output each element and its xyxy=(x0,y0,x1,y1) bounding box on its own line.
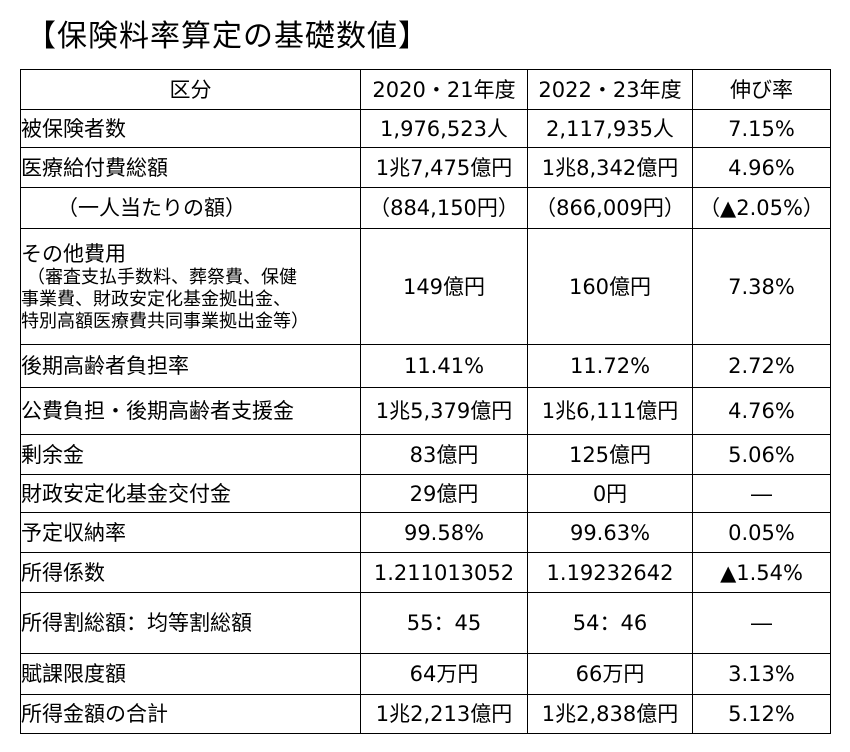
value-fy2022-23: 2,117,935人 xyxy=(527,109,693,148)
value-fy2022-23: 1兆2,838億円 xyxy=(527,694,693,734)
header-category: 区分 xyxy=(20,69,361,110)
row-label-other-costs: その他費用 （審査支払手数料、葬祭費、保健 事業費、財政安定化基金拠出金、 特別… xyxy=(20,228,361,345)
value-fy2022-23: 66万円 xyxy=(527,653,693,695)
value-fy2020-21: 64万円 xyxy=(360,653,528,695)
value-fy2022-23: 160億円 xyxy=(527,228,693,345)
table-row: 被保険者数 1,976,523人 2,117,935人 7.15% xyxy=(20,109,831,148)
value-fy2022-23: 125億円 xyxy=(527,434,693,475)
value-fy2020-21: （884,150円） xyxy=(360,187,528,229)
value-fy2022-23: 0円 xyxy=(527,474,693,513)
row-label: その他費用 xyxy=(21,241,127,266)
value-fy2020-21: 83億円 xyxy=(360,434,528,475)
value-fy2020-21: 1,976,523人 xyxy=(360,109,528,148)
table-row: 公費負担・後期高齢者支援金 1兆5,379億円 1兆6,111億円 4.76% xyxy=(20,387,831,435)
table-row: 予定収納率 99.58% 99.63% 0.05% xyxy=(20,512,831,553)
value-fy2022-23: 1兆6,111億円 xyxy=(527,387,693,435)
header-growth-rate: 伸び率 xyxy=(692,69,831,110)
value-growth-rate: ― xyxy=(692,474,831,513)
value-growth-rate: 4.96% xyxy=(692,147,831,188)
row-label: 医療給付費総額 xyxy=(20,147,361,188)
row-label: 所得係数 xyxy=(20,552,361,593)
value-fy2020-21: 55：45 xyxy=(360,592,528,654)
page-title: 【保険料率算定の基礎数値】 xyxy=(26,19,429,54)
value-growth-rate: 7.38% xyxy=(692,228,831,345)
row-sublabel: （審査支払手数料、葬祭費、保健 xyxy=(27,266,297,288)
row-label: 後期高齢者負担率 xyxy=(20,344,361,388)
row-sublabel: 特別高額医療費共同事業拠出金等） xyxy=(21,310,310,332)
value-fy2022-23: 54：46 xyxy=(527,592,693,654)
value-fy2020-21: 11.41% xyxy=(360,344,528,388)
row-label: 所得割総額：均等割総額 xyxy=(20,592,361,654)
table-row: 賦課限度額 64万円 66万円 3.13% xyxy=(20,653,831,695)
row-label: 被保険者数 xyxy=(20,109,361,148)
value-fy2022-23: 1.19232642 xyxy=(527,552,693,593)
value-growth-rate: 2.72% xyxy=(692,344,831,388)
row-label: 予定収納率 xyxy=(20,512,361,553)
value-fy2020-21: 149億円 xyxy=(360,228,528,345)
rate-basis-table: 区分 2020・21年度 2022・23年度 伸び率 被保険者数 1,976,5… xyxy=(20,69,831,734)
value-growth-rate: 4.76% xyxy=(692,387,831,435)
value-fy2020-21: 1.211013052 xyxy=(360,552,528,593)
value-growth-rate: ▲1.54% xyxy=(692,552,831,593)
value-growth-rate: 5.12% xyxy=(692,694,831,734)
value-fy2022-23: （866,009円） xyxy=(527,187,693,229)
value-fy2020-21: 1兆2,213億円 xyxy=(360,694,528,734)
row-sublabel: 事業費、財政安定化基金拠出金、 xyxy=(21,288,292,310)
value-fy2022-23: 99.63% xyxy=(527,512,693,553)
row-label: 所得金額の合計 xyxy=(20,694,361,734)
value-growth-rate: （▲2.05%） xyxy=(692,187,831,229)
value-fy2020-21: 29億円 xyxy=(360,474,528,513)
value-fy2020-21: 1兆7,475億円 xyxy=(360,147,528,188)
row-label: 財政安定化基金交付金 xyxy=(20,474,361,513)
value-fy2022-23: 11.72% xyxy=(527,344,693,388)
table-row: 所得係数 1.211013052 1.19232642 ▲1.54% xyxy=(20,552,831,593)
table-row: 所得金額の合計 1兆2,213億円 1兆2,838億円 5.12% xyxy=(20,694,831,734)
row-label: 剰余金 xyxy=(20,434,361,475)
row-label: （一人当たりの額） xyxy=(20,187,361,229)
row-label: 賦課限度額 xyxy=(20,653,361,695)
value-growth-rate: ― xyxy=(692,592,831,654)
header-fy2020-21: 2020・21年度 xyxy=(360,69,528,110)
value-growth-rate: 7.15% xyxy=(692,109,831,148)
table-row: （一人当たりの額） （884,150円） （866,009円） （▲2.05%） xyxy=(20,187,831,229)
table-header-row: 区分 2020・21年度 2022・23年度 伸び率 xyxy=(20,69,831,110)
value-fy2020-21: 99.58% xyxy=(360,512,528,553)
value-fy2022-23: 1兆8,342億円 xyxy=(527,147,693,188)
row-label: 公費負担・後期高齢者支援金 xyxy=(20,387,361,435)
table-row: 医療給付費総額 1兆7,475億円 1兆8,342億円 4.96% xyxy=(20,147,831,188)
table-row: 所得割総額：均等割総額 55：45 54：46 ― xyxy=(20,592,831,654)
table-row: 後期高齢者負担率 11.41% 11.72% 2.72% xyxy=(20,344,831,388)
table-row: その他費用 （審査支払手数料、葬祭費、保健 事業費、財政安定化基金拠出金、 特別… xyxy=(20,228,831,345)
header-fy2022-23: 2022・23年度 xyxy=(527,69,693,110)
value-growth-rate: 5.06% xyxy=(692,434,831,475)
table-row: 財政安定化基金交付金 29億円 0円 ― xyxy=(20,474,831,513)
value-growth-rate: 0.05% xyxy=(692,512,831,553)
value-fy2020-21: 1兆5,379億円 xyxy=(360,387,528,435)
table-row: 剰余金 83億円 125億円 5.06% xyxy=(20,434,831,475)
value-growth-rate: 3.13% xyxy=(692,653,831,695)
